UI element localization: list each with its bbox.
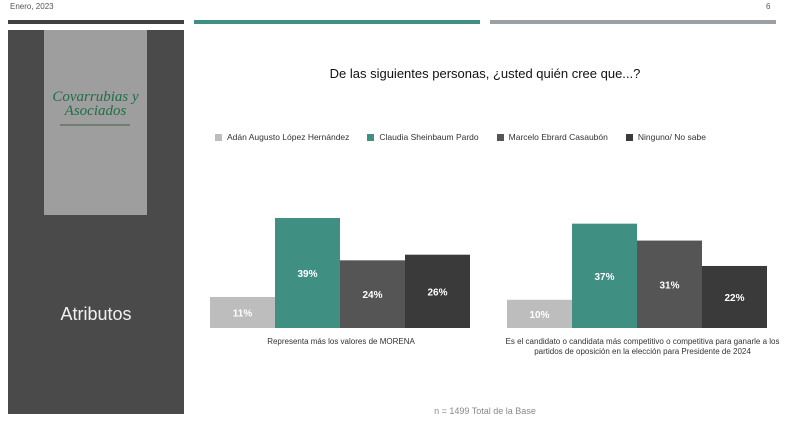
group-caption: Es el candidato o candidata más competit…: [505, 337, 780, 356]
bar: [210, 296, 275, 328]
legend-swatch: [367, 133, 375, 141]
legend-item: Adán Augusto López Hernández: [215, 132, 349, 142]
bar-value-label: 24%: [362, 290, 382, 301]
logo-tagline-line: [60, 124, 130, 126]
header-bar-middle: [194, 20, 480, 24]
bar-value-label: 39%: [297, 269, 317, 280]
legend-swatch: [215, 133, 222, 141]
slide-date: Enero, 2023: [10, 2, 54, 11]
bar-value-label: 31%: [659, 280, 679, 291]
legend-item: Marcelo Ebrard Casaubón: [496, 132, 608, 142]
bar: [637, 240, 702, 328]
group-caption: Representa más los valores de MORENA: [267, 337, 415, 346]
bar-value-label: 37%: [594, 272, 614, 283]
section-title: Atributos: [60, 304, 132, 324]
legend-item: Claudia Sheinbaum Pardo: [367, 132, 479, 142]
bar-value-label: 26%: [427, 287, 447, 298]
question-title: De las siguientes personas, ¿usted quién…: [329, 66, 641, 81]
page-number: 6: [766, 2, 771, 11]
bar: [702, 265, 767, 328]
chart-legend: Adán Augusto López Hernández Claudia She…: [215, 132, 706, 142]
header-bar-right: [490, 20, 776, 24]
bar: [507, 299, 572, 328]
bar: [275, 218, 340, 328]
bar: [405, 254, 470, 328]
bar: [572, 223, 637, 328]
bar-value-label: 10%: [529, 310, 549, 321]
base-footnote: n = 1499 Total de la Base: [434, 406, 536, 416]
company-logo: Covarrubias y Asociados: [44, 30, 147, 215]
legend-swatch: [496, 133, 504, 141]
legend-item: Ninguno/ No sabe: [625, 132, 706, 142]
header-bar-left: [8, 20, 184, 24]
bar-value-label: 11%: [233, 308, 253, 319]
logo-wordmark: Covarrubias y Asociados: [52, 89, 139, 119]
bar-value-label: 22%: [724, 293, 744, 304]
legend-swatch: [625, 133, 633, 141]
bar: [340, 260, 405, 328]
